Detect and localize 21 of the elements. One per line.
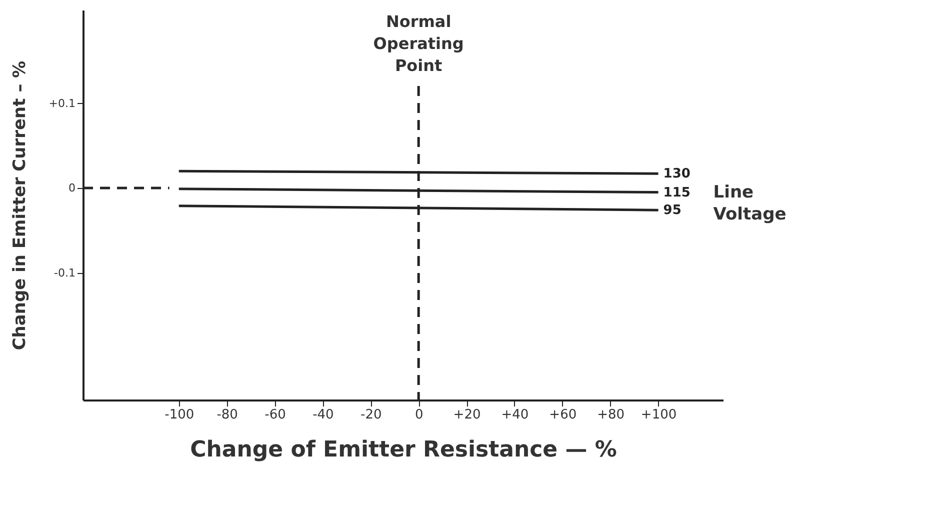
series-label: 95 <box>663 203 682 218</box>
series-label: 130 <box>663 166 690 182</box>
y-tick-label: +0.1 <box>48 96 76 110</box>
x-axis-title: Change of Emitter Resistance — % <box>190 438 617 462</box>
x-tick-label: +40 <box>501 408 529 422</box>
x-tick-label: -40 <box>312 408 334 422</box>
x-tick-label: -80 <box>216 408 238 422</box>
y-axis-title: Change in Emitter Current – % <box>10 60 30 350</box>
x-tick-label: -60 <box>264 408 286 422</box>
series-label: 115 <box>663 185 690 200</box>
annotation: Line Voltage <box>713 182 786 224</box>
x-tick-label: -100 <box>164 408 194 422</box>
x-tick-label: +80 <box>597 408 625 422</box>
ref-line-label: Normal Operating Point <box>373 12 464 75</box>
x-tick-label: +100 <box>640 408 677 422</box>
x-tick-label: +60 <box>549 408 577 422</box>
x-tick-label: -20 <box>360 408 382 422</box>
y-tick-label: 0 <box>68 182 76 195</box>
y-tick-label: -0.1 <box>54 266 76 280</box>
x-tick-label: 0 <box>414 408 424 422</box>
x-tick-label: +20 <box>453 408 481 422</box>
